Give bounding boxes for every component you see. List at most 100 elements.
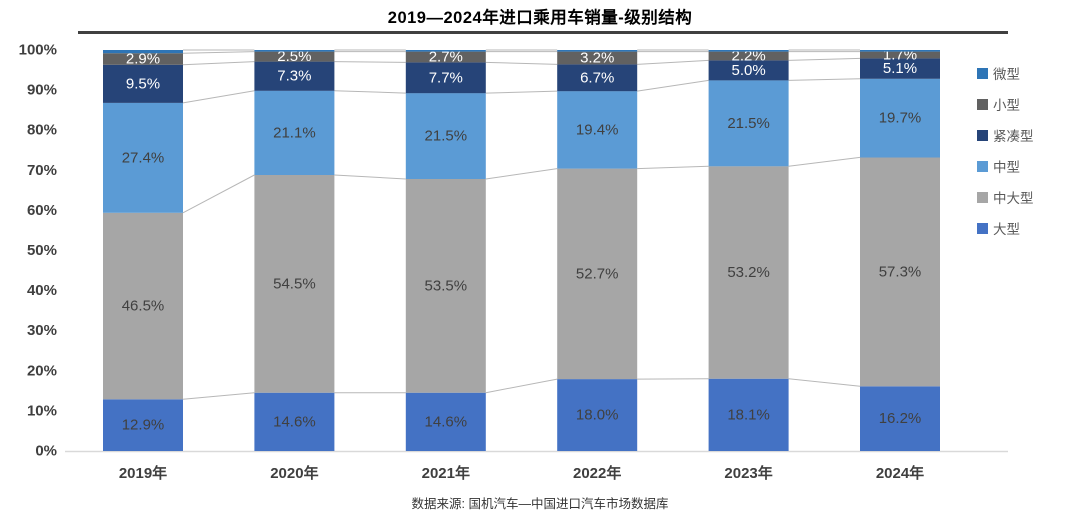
series-connector-line-小型	[182, 51, 255, 54]
series-connector-line-中大型	[637, 165, 709, 170]
segment-label-2023年-中型: 21.5%	[727, 115, 770, 132]
y-tick-label: 20%	[27, 362, 57, 379]
bar-segment-2023年-大型	[708, 378, 789, 451]
bar-segment-2021年-微型	[405, 50, 486, 52]
series-connector-line-紧凑型	[788, 57, 861, 61]
y-tick-label: 50%	[27, 242, 57, 259]
segment-label-2022年-大型: 18.0%	[576, 407, 619, 424]
bar-segment-2019年-微型	[103, 50, 183, 54]
series-connector-line-中大型	[182, 174, 255, 214]
bar-segment-2023年-中大型	[708, 166, 789, 379]
series-connector-line-大型	[788, 378, 861, 387]
legend-swatch-icon	[977, 160, 988, 172]
bar-segment-2021年-紧凑型	[405, 62, 486, 94]
bar-segment-2022年-中型	[557, 91, 638, 169]
y-tick-label: 40%	[27, 282, 57, 299]
series-connector-line-大型	[485, 378, 558, 394]
bar-segment-2023年-小型	[708, 51, 789, 61]
legend-item-中大型: 中大型	[977, 187, 1034, 207]
segment-label-2021年-紧凑型: 7.7%	[429, 69, 463, 86]
chart-title: 2019—2024年进口乘用车销量-级别结构	[387, 9, 693, 27]
legend-item-大型: 大型	[977, 218, 1034, 238]
series-connector-line-紧凑型	[182, 61, 255, 66]
series-connector-line-大型	[182, 392, 255, 400]
y-tick-label: 80%	[27, 122, 57, 139]
x-axis-label-2023年: 2023年	[724, 464, 772, 482]
segment-label-2022年-中型: 19.4%	[576, 121, 619, 138]
legend-swatch-icon	[977, 191, 988, 203]
bar-segment-2021年-小型	[405, 51, 486, 63]
bar-segment-2020年-紧凑型	[254, 61, 335, 91]
series-connector-line-中型	[485, 90, 558, 94]
segment-label-2021年-大型: 14.6%	[425, 413, 468, 430]
legend-label: 微型	[993, 67, 1020, 82]
bar-segment-2021年-大型	[405, 392, 486, 451]
segment-label-2020年-中型: 21.1%	[273, 124, 316, 141]
bar-segment-2020年-中型	[254, 90, 335, 175]
legend-item-小型: 小型	[977, 94, 1034, 114]
y-tick-label: 100%	[19, 42, 57, 59]
y-tick-label: 10%	[27, 402, 57, 419]
x-axis-label-2022年: 2022年	[573, 464, 621, 482]
data-source-note: 数据来源: 国机汽车—中国进口汽车市场数据库	[411, 497, 669, 511]
bar-segment-2019年-中大型	[103, 212, 183, 400]
legend-item-微型: 微型	[977, 63, 1034, 83]
segment-label-2020年-小型: 2.5%	[277, 48, 311, 65]
bar-segment-2024年-微型	[860, 50, 940, 52]
bar-segment-2021年-中大型	[405, 179, 486, 393]
segment-label-2023年-大型: 18.1%	[727, 406, 770, 423]
bar-segment-2019年-小型	[103, 53, 183, 65]
segment-label-2020年-大型: 14.6%	[273, 413, 316, 430]
bar-segment-2024年-紧凑型	[860, 58, 940, 79]
y-tick-label: 60%	[27, 202, 57, 219]
segment-label-2020年-中大型: 54.5%	[273, 275, 316, 292]
legend-label: 中型	[993, 160, 1020, 175]
bar-segment-2024年-小型	[860, 51, 940, 59]
series-connector-line-紧凑型	[637, 59, 709, 65]
bar-segment-2024年-中型	[860, 78, 940, 158]
segment-label-2024年-中大型: 57.3%	[879, 263, 922, 280]
legend-swatch-icon	[977, 98, 988, 110]
x-axis-label-2019年: 2019年	[119, 464, 167, 482]
legend-label: 大型	[993, 222, 1020, 237]
series-connector-line-紧凑型	[334, 61, 406, 63]
segment-label-2021年-中大型: 53.5%	[425, 277, 468, 294]
segment-label-2023年-中大型: 53.2%	[727, 264, 770, 281]
bar-segment-2022年-微型	[557, 50, 638, 52]
segment-label-2019年-紧凑型: 9.5%	[126, 75, 160, 92]
legend-label: 中大型	[993, 191, 1034, 206]
legend-swatch-icon	[977, 129, 988, 141]
x-axis-label-2024年: 2024年	[876, 464, 924, 482]
segment-label-2024年-中型: 19.7%	[879, 110, 922, 127]
series-connector-line-中大型	[788, 156, 861, 167]
bar-segment-2023年-紧凑型	[708, 60, 789, 81]
bar-segment-2022年-紧凑型	[557, 64, 638, 92]
series-connector-line-中型	[182, 90, 255, 104]
series-connector-line-中大型	[334, 174, 406, 180]
series-connector-line-中大型	[485, 168, 558, 180]
legend-swatch-icon	[977, 222, 988, 234]
bar-segment-2024年-中大型	[860, 157, 940, 387]
y-tick-label: 30%	[27, 322, 57, 339]
legend-swatch-icon	[977, 67, 988, 79]
x-axis-label-2020年: 2020年	[270, 464, 318, 482]
y-tick-label: 70%	[27, 162, 57, 179]
series-connector-line-中型	[788, 78, 861, 81]
bar-segment-2024年-大型	[860, 386, 940, 451]
segment-label-2022年-小型: 3.2%	[580, 50, 614, 67]
bar-segment-2022年-大型	[557, 379, 638, 451]
bar-segment-2019年-紧凑型	[103, 64, 183, 103]
legend-item-紧凑型: 紧凑型	[977, 125, 1034, 145]
segment-label-2019年-中型: 27.4%	[122, 149, 165, 166]
segment-label-2019年-中大型: 46.5%	[122, 298, 165, 315]
bar-segment-2022年-中大型	[557, 168, 638, 380]
segment-label-2024年-大型: 16.2%	[879, 410, 922, 427]
bar-segment-2020年-大型	[254, 392, 335, 451]
bar-segment-2019年-中型	[103, 102, 183, 213]
segment-label-2019年-小型: 2.9%	[126, 51, 160, 68]
series-connector-line-紧凑型	[485, 61, 558, 65]
segment-label-2024年-小型: 1.7%	[883, 47, 917, 64]
bar-segment-2021年-中型	[405, 93, 486, 179]
